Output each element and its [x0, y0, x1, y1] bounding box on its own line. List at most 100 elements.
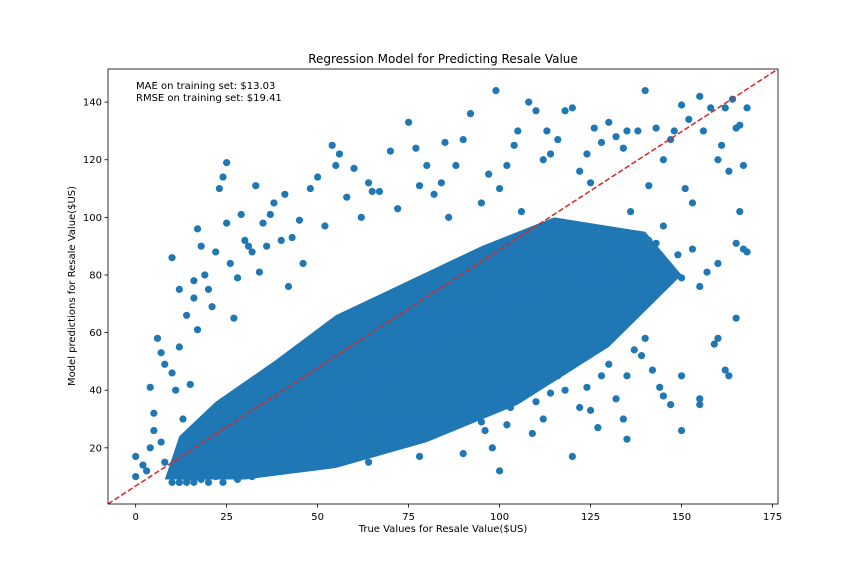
data-point	[335, 150, 344, 158]
data-point	[288, 233, 296, 242]
data-point	[459, 305, 467, 314]
data-point	[546, 389, 555, 397]
rmse-annotation: RMSE on training set: $19.41	[136, 93, 282, 104]
data-point	[517, 208, 526, 216]
data-point	[659, 392, 667, 400]
data-point	[157, 349, 165, 357]
data-point	[277, 236, 285, 245]
data-point	[357, 424, 365, 432]
data-point	[233, 475, 242, 484]
data-point	[299, 447, 307, 455]
data-point	[215, 184, 223, 193]
data-point	[652, 124, 660, 132]
data-point	[343, 395, 351, 403]
data-point	[576, 271, 584, 279]
data-point	[299, 426, 307, 435]
data-point	[277, 449, 285, 458]
data-point	[699, 127, 707, 135]
data-point	[175, 478, 183, 486]
data-point	[183, 478, 191, 486]
data-point	[561, 107, 569, 115]
y-axis-label: Model predictions for Resale Value($US)	[67, 186, 78, 386]
data-point	[372, 444, 380, 452]
data-point	[281, 190, 289, 198]
data-point	[554, 135, 562, 144]
data-point	[597, 277, 606, 285]
data-point	[230, 314, 238, 322]
data-point	[350, 426, 358, 435]
data-point	[674, 251, 682, 259]
data-point	[492, 87, 500, 95]
data-point	[321, 412, 329, 420]
data-point	[379, 363, 387, 371]
data-point	[364, 179, 373, 187]
data-point	[688, 199, 697, 207]
data-point	[677, 101, 686, 109]
data-point	[212, 467, 220, 475]
data-point	[612, 254, 620, 262]
data-point	[295, 216, 304, 224]
data-point	[241, 464, 249, 472]
data-point	[244, 242, 253, 250]
data-point	[197, 242, 205, 250]
data-point	[328, 403, 336, 412]
data-point	[241, 455, 249, 463]
data-point	[445, 320, 453, 328]
y-tick-label: 120	[83, 155, 102, 166]
data-point	[590, 124, 598, 132]
data-point	[379, 421, 387, 429]
data-point	[521, 386, 529, 394]
data-point	[168, 478, 176, 486]
data-point	[743, 104, 751, 112]
y-tick-label: 140	[83, 98, 102, 109]
data-point	[208, 303, 216, 311]
data-point	[437, 179, 445, 187]
data-point	[364, 458, 373, 466]
data-point	[583, 150, 591, 158]
data-point	[445, 213, 453, 221]
data-point	[335, 444, 344, 452]
data-point	[739, 161, 748, 170]
y-tick-label: 80	[89, 270, 102, 281]
data-point	[277, 441, 285, 449]
data-point	[466, 110, 475, 118]
data-point	[186, 380, 194, 389]
data-point	[525, 254, 533, 262]
points-layer	[132, 87, 751, 486]
data-point	[630, 346, 638, 354]
data-point	[266, 210, 274, 219]
data-point	[696, 282, 704, 291]
data-point	[488, 311, 496, 319]
data-point	[405, 118, 413, 126]
data-point	[576, 167, 584, 175]
data-point	[364, 377, 373, 386]
data-point	[696, 92, 704, 100]
data-point	[594, 424, 602, 432]
data-point	[306, 444, 314, 452]
data-point	[707, 104, 715, 112]
data-point	[437, 421, 445, 429]
data-point	[219, 173, 227, 181]
x-axis-label: True Values for Resale Value($US)	[358, 524, 528, 535]
data-point	[343, 193, 351, 201]
data-point	[204, 478, 213, 486]
data-point	[204, 470, 213, 478]
data-point	[597, 138, 606, 147]
data-point	[161, 360, 169, 368]
data-point	[488, 444, 496, 452]
data-point	[255, 268, 263, 276]
data-point	[252, 182, 260, 190]
data-point	[514, 127, 522, 135]
data-point	[430, 190, 438, 198]
data-point	[619, 144, 627, 152]
data-point	[503, 421, 511, 429]
x-tick-label: 75	[402, 512, 415, 523]
data-point	[248, 248, 256, 256]
data-point	[532, 262, 540, 270]
data-point	[350, 164, 358, 172]
data-point	[343, 447, 351, 455]
data-point	[725, 167, 733, 175]
data-point	[714, 259, 722, 268]
data-point	[314, 415, 322, 423]
data-point	[357, 213, 365, 221]
